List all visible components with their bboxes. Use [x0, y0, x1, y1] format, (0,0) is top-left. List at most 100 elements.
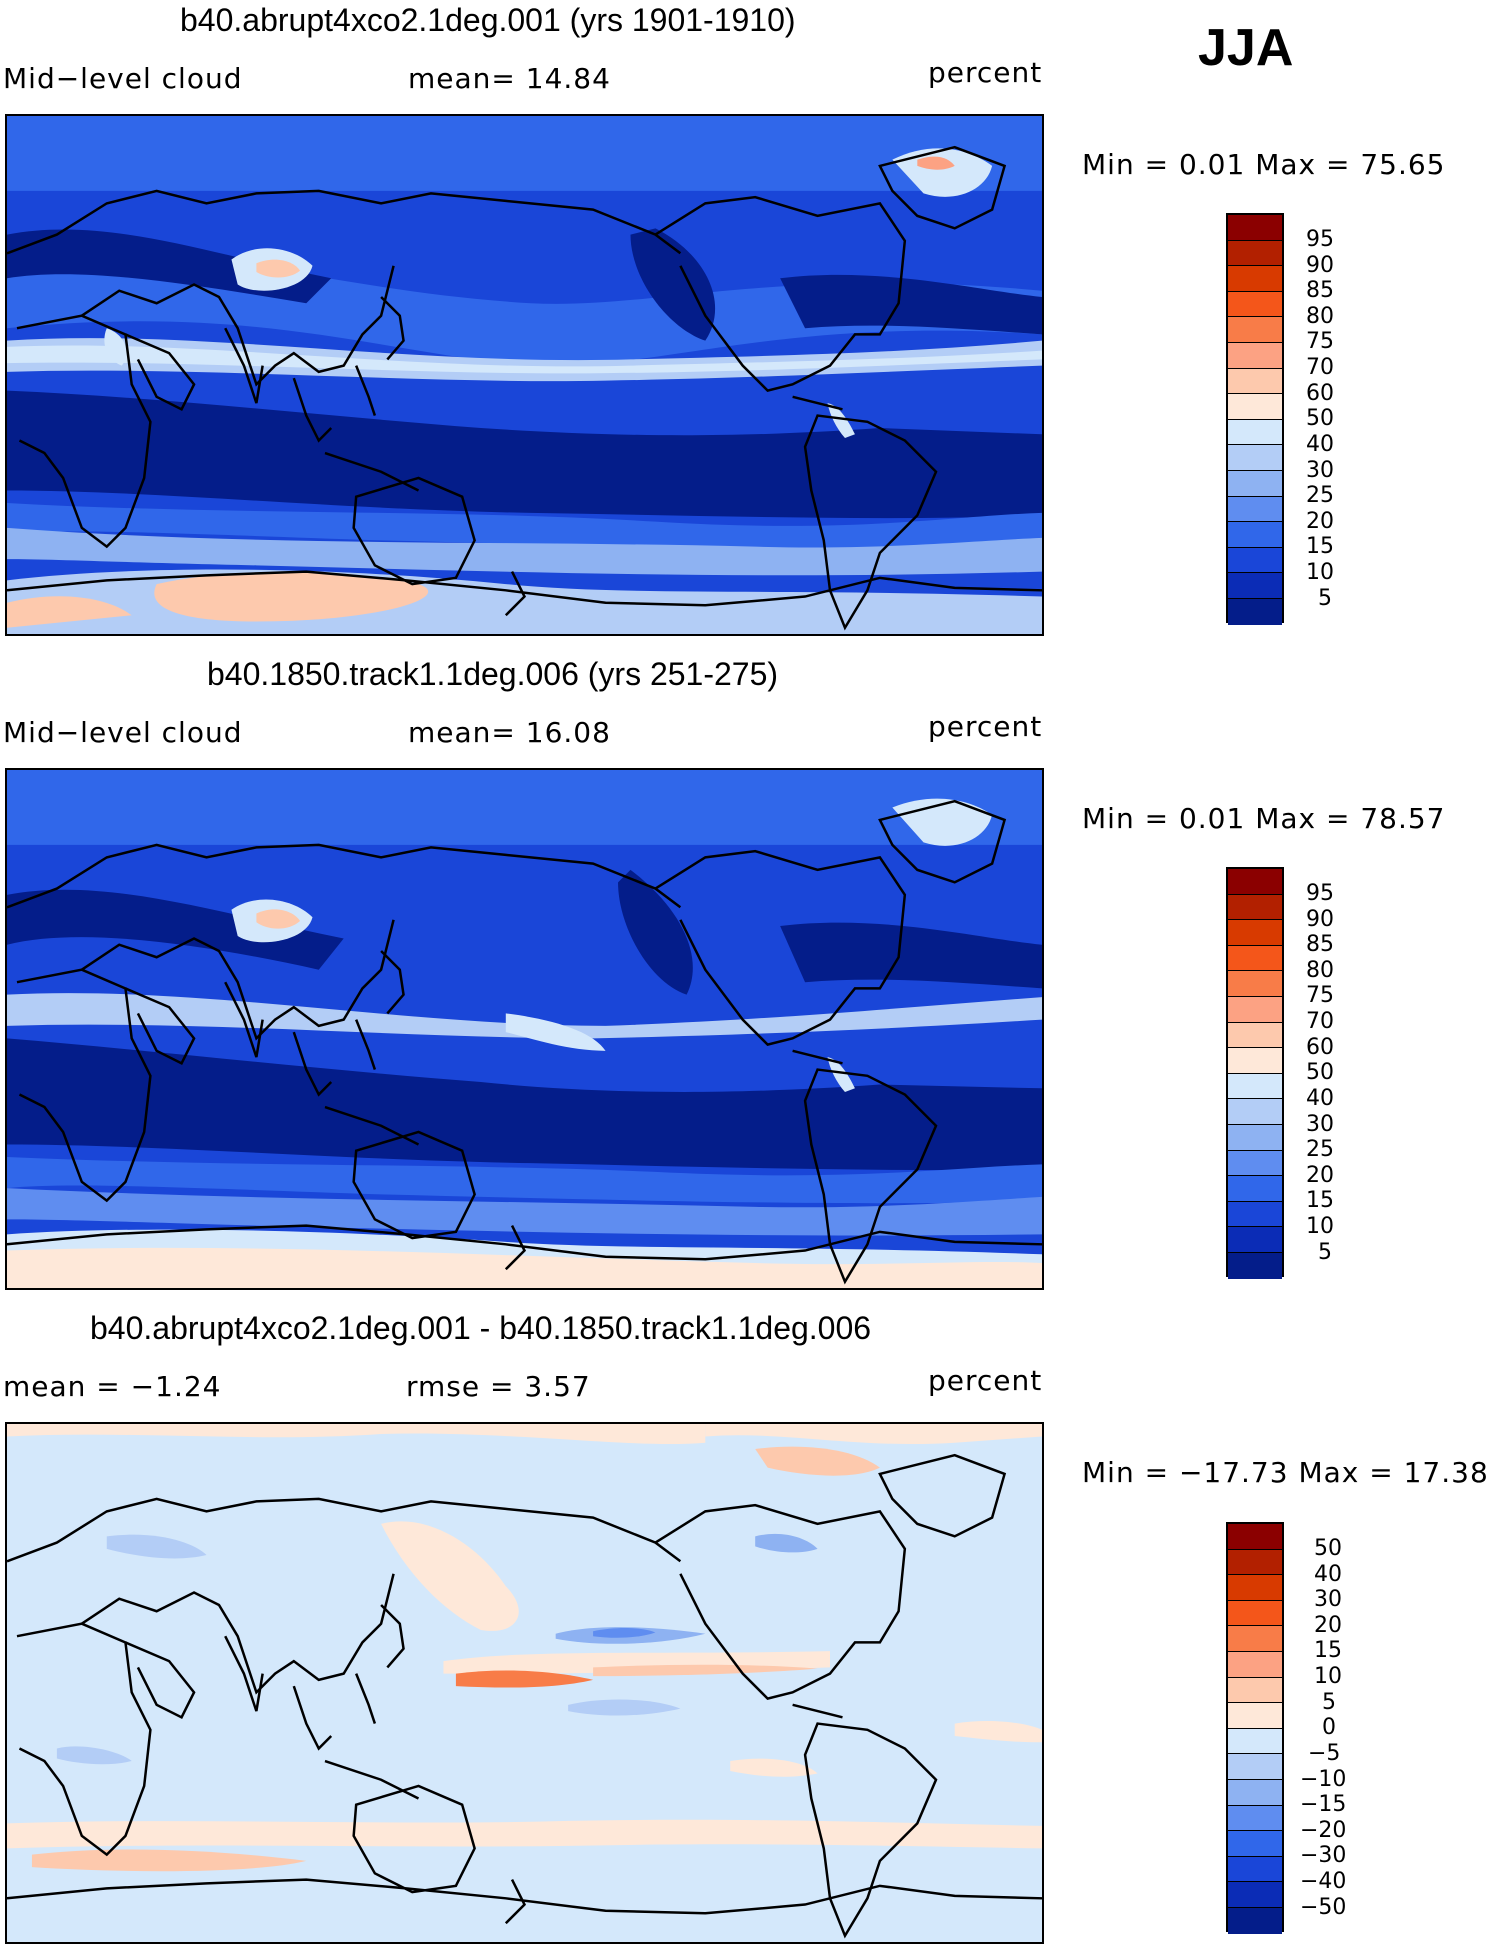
panel-2-colorbar-swatch — [1228, 1227, 1282, 1253]
colorbar-tick-label: 10 — [1306, 1214, 1334, 1239]
panel-3-colorbar — [1226, 1522, 1284, 1934]
panel-3-colorbar-swatch — [1228, 1856, 1282, 1883]
colorbar-tick-label: 20 — [1314, 1613, 1342, 1638]
colorbar-tick-label: 25 — [1306, 483, 1334, 508]
panel-3-colorbar-swatch — [1228, 1524, 1282, 1550]
colorbar-tick-label: −15 — [1300, 1792, 1347, 1817]
panel-1-variable-label: Mid−level cloud — [3, 62, 243, 95]
colorbar-tick-label: 95 — [1306, 881, 1334, 906]
colorbar-tick-label: 50 — [1314, 1536, 1342, 1561]
panel-3-colorbar-swatch — [1228, 1677, 1282, 1704]
panel-2-colorbar-swatch — [1228, 869, 1282, 895]
panel-1-title: b40.abrupt4xco2.1deg.001 (yrs 1901-1910) — [180, 2, 796, 38]
colorbar-tick-label: 70 — [1306, 355, 1334, 380]
colorbar-tick-label: 5 — [1318, 1240, 1332, 1265]
colorbar-tick-label: 95 — [1306, 227, 1334, 252]
panel-3-colorbar-swatch — [1228, 1831, 1282, 1857]
colorbar-tick-label: −10 — [1300, 1767, 1347, 1792]
colorbar-tick-label: 70 — [1306, 1009, 1334, 1034]
colorbar-tick-label: 75 — [1306, 329, 1334, 354]
colorbar-tick-label: 10 — [1314, 1664, 1342, 1689]
colorbar-tick-label: 50 — [1306, 406, 1334, 431]
colorbar-tick-label: 30 — [1306, 458, 1334, 483]
colorbar-tick-label: 30 — [1306, 1112, 1334, 1137]
colorbar-tick-label: 20 — [1306, 509, 1334, 534]
panel-1-colorbar-swatch — [1228, 522, 1282, 548]
panel-3-colorbar-swatch — [1228, 1907, 1282, 1934]
panel-1-colorbar-swatch — [1228, 496, 1282, 523]
panel-2-colorbar-swatch — [1228, 1124, 1282, 1151]
panel-2-colorbar-swatch — [1228, 894, 1282, 921]
panel-2-map — [5, 768, 1044, 1290]
colorbar-tick-label: 60 — [1306, 381, 1334, 406]
colorbar-tick-label: 15 — [1306, 534, 1334, 559]
panel-1-colorbar-swatch — [1228, 266, 1282, 292]
colorbar-tick-label: −5 — [1308, 1741, 1341, 1766]
colorbar-tick-label: 30 — [1314, 1587, 1342, 1612]
colorbar-tick-label: 40 — [1306, 432, 1334, 457]
panel-3-colorbar-swatch — [1228, 1779, 1282, 1806]
colorbar-tick-label: −30 — [1300, 1843, 1347, 1868]
colorbar-tick-label: 60 — [1306, 1035, 1334, 1060]
panel-1-colorbar-swatch — [1228, 240, 1282, 267]
panel-2-title: b40.1850.track1.1deg.006 (yrs 251-275) — [207, 656, 779, 692]
panel-1-colorbar-swatch — [1228, 573, 1282, 599]
panel-2-colorbar-swatch — [1228, 996, 1282, 1023]
panel-3-colorbar-swatch — [1228, 1575, 1282, 1601]
panel-3-colorbar-swatch — [1228, 1626, 1282, 1652]
panel-1-colorbar-swatch — [1228, 445, 1282, 471]
panel-1-colorbar-swatch — [1228, 368, 1282, 395]
panel-3-rmse-label: rmse = 3.57 — [406, 1370, 591, 1403]
colorbar-tick-label: −40 — [1300, 1869, 1347, 1894]
colorbar-tick-label: 85 — [1306, 932, 1334, 957]
colorbar-tick-label: 5 — [1322, 1690, 1336, 1715]
panel-3-colorbar-swatch — [1228, 1600, 1282, 1627]
panel-3-colorbar-swatch — [1228, 1882, 1282, 1908]
panel-1-colorbar-swatch — [1228, 394, 1282, 420]
panel-2-variable-label: Mid−level cloud — [3, 716, 243, 749]
panel-1-colorbar-swatch — [1228, 598, 1282, 625]
panel-3-minmax: Min = −17.73 Max = 17.38 — [1082, 1456, 1489, 1489]
colorbar-tick-label: 15 — [1314, 1638, 1342, 1663]
panel-1-minmax: Min = 0.01 Max = 75.65 — [1082, 148, 1446, 181]
season-label: JJA — [1198, 19, 1294, 77]
panel-2-colorbar-swatch — [1228, 1022, 1282, 1049]
panel-3-colorbar-swatch — [1228, 1728, 1282, 1755]
colorbar-tick-label: 50 — [1306, 1060, 1334, 1085]
panel-2-mean-label: mean= 16.08 — [408, 716, 611, 749]
colorbar-tick-label: 85 — [1306, 278, 1334, 303]
panel-3-colorbar-swatch — [1228, 1651, 1282, 1678]
panel-2-colorbar-swatch — [1228, 1176, 1282, 1202]
colorbar-tick-label: 80 — [1306, 958, 1334, 983]
panel-2-colorbar-swatch — [1228, 971, 1282, 997]
panel-2-colorbar-swatch — [1228, 1201, 1282, 1228]
panel-1-colorbar-swatch — [1228, 291, 1282, 318]
colorbar-tick-label: −20 — [1300, 1818, 1347, 1843]
colorbar-tick-label: 0 — [1322, 1715, 1336, 1740]
panel-3-colorbar-swatch — [1228, 1703, 1282, 1729]
panel-2-units-label: percent — [928, 710, 1043, 743]
panel-1-colorbar-swatch — [1228, 215, 1282, 241]
colorbar-tick-label: 90 — [1306, 253, 1334, 278]
panel-2-colorbar-swatch — [1228, 945, 1282, 972]
panel-1-colorbar-swatch — [1228, 419, 1282, 446]
panel-3-mean-label: mean = −1.24 — [3, 1370, 222, 1403]
panel-2-colorbar — [1226, 867, 1284, 1279]
panel-3-colorbar-swatch — [1228, 1805, 1282, 1832]
panel-1-colorbar-swatch — [1228, 547, 1282, 574]
panel-3-colorbar-swatch — [1228, 1754, 1282, 1780]
panel-1-colorbar-swatch — [1228, 317, 1282, 343]
panel-1-mean-label: mean= 14.84 — [408, 62, 611, 95]
panel-1-map — [5, 114, 1044, 636]
panel-3-title: b40.abrupt4xco2.1deg.001 - b40.1850.trac… — [90, 1310, 872, 1346]
panel-1-colorbar — [1226, 213, 1284, 625]
colorbar-tick-label: 5 — [1318, 586, 1332, 611]
panel-2-colorbar-swatch — [1228, 1252, 1282, 1279]
colorbar-tick-label: 40 — [1314, 1562, 1342, 1587]
colorbar-tick-label: 15 — [1306, 1188, 1334, 1213]
colorbar-tick-label: 40 — [1306, 1086, 1334, 1111]
panel-3-colorbar-swatch — [1228, 1549, 1282, 1576]
panel-1-colorbar-swatch — [1228, 342, 1282, 369]
colorbar-tick-label: 75 — [1306, 983, 1334, 1008]
panel-2-colorbar-swatch — [1228, 1099, 1282, 1125]
